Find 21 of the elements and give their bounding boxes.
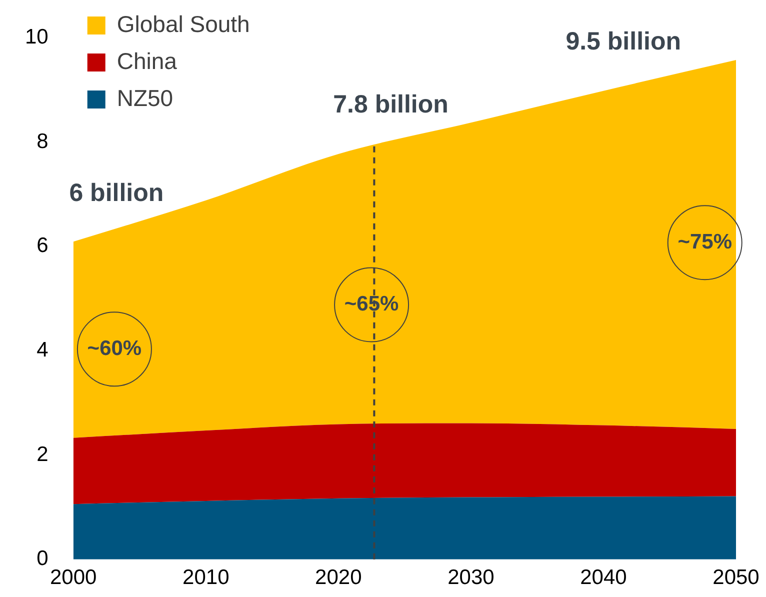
annotation: 9.5 billion (566, 28, 681, 56)
legend-label: Global South (116, 10, 250, 37)
x-tick-label: 2000 (50, 566, 97, 589)
y-tick-label: 2 (36, 442, 48, 466)
y-tick-label: 8 (36, 130, 48, 153)
annotation: ~75% (678, 230, 732, 254)
legend-label: NZ50 (116, 84, 174, 111)
x-tick-label: 2040 (580, 566, 627, 589)
annotation: 6 billion (69, 179, 164, 208)
annotation: ~65% (344, 292, 400, 316)
y-tick-label: 4 (36, 338, 49, 362)
y-tick-label: 0 (36, 547, 48, 570)
x-tick-label: 2050 (712, 566, 760, 589)
annotation: ~60% (87, 336, 142, 360)
legend-label: China (116, 48, 178, 74)
x-tick-label: 2030 (448, 566, 494, 589)
y-tick-label: 6 (36, 234, 48, 258)
x-tick-label: 2010 (182, 566, 230, 589)
y-tick-label: 10 (25, 25, 48, 48)
x-tick-label: 2020 (315, 566, 362, 589)
annotation: 7.8 billion (333, 90, 448, 118)
